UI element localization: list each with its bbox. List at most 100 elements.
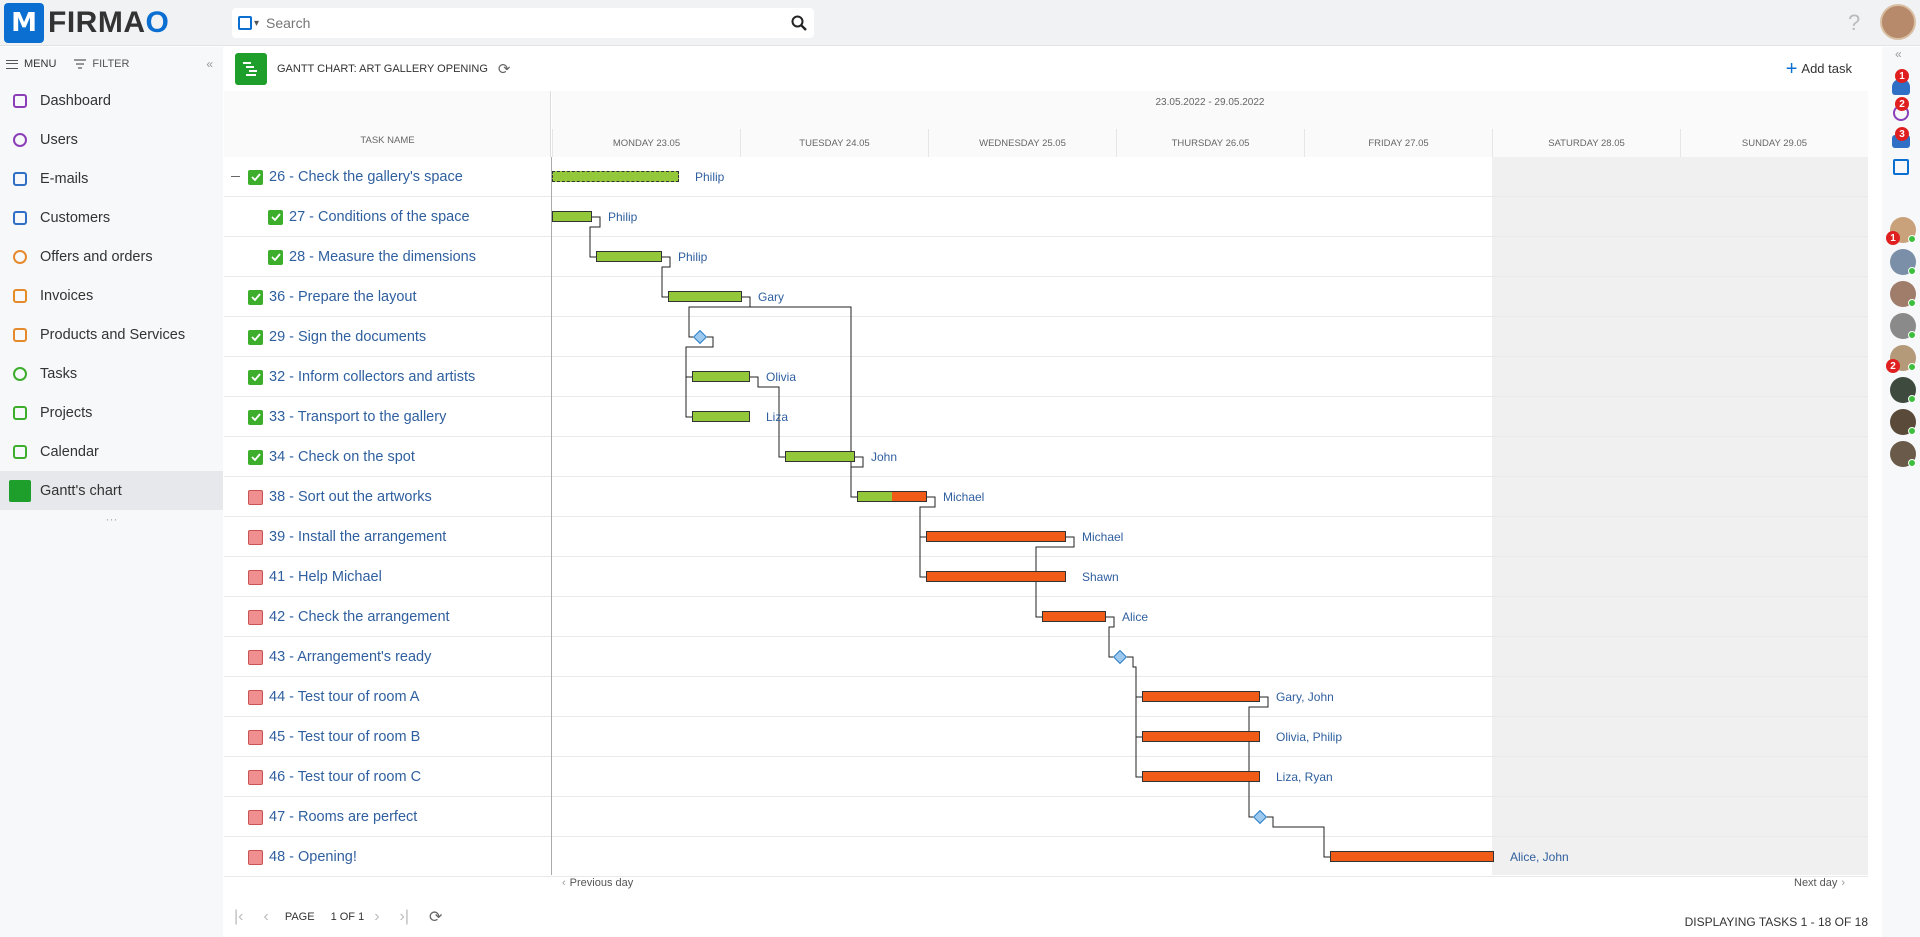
open-checkbox[interactable] [248, 689, 263, 705]
open-checkbox[interactable] [248, 729, 263, 745]
search-scope-select[interactable]: ▾ [238, 13, 266, 33]
task-bar[interactable] [1330, 851, 1494, 862]
sidebar-item-customers[interactable]: Customers [0, 198, 223, 237]
table-row[interactable]: 26 - Check the gallery's space [224, 157, 1868, 197]
table-row[interactable]: 33 - Transport to the gallery [224, 397, 1868, 437]
done-checkbox[interactable] [248, 369, 263, 385]
table-row[interactable]: 48 - Opening! [224, 837, 1868, 877]
task-name[interactable]: 45 - Test tour of room B [248, 717, 420, 757]
task-name[interactable]: 41 - Help Michael [248, 557, 382, 597]
open-checkbox[interactable] [248, 609, 263, 625]
task-bar[interactable] [926, 571, 1066, 582]
table-row[interactable]: 32 - Inform collectors and artists [224, 357, 1868, 397]
open-checkbox[interactable] [248, 849, 263, 865]
table-row[interactable]: 28 - Measure the dimensions [224, 237, 1868, 277]
task-name[interactable]: 34 - Check on the spot [248, 437, 415, 477]
task-bar[interactable] [552, 211, 592, 222]
milestone-marker[interactable] [1252, 809, 1268, 825]
task-name[interactable]: 38 - Sort out the artworks [248, 477, 432, 517]
open-checkbox[interactable] [248, 649, 263, 665]
task-bar[interactable] [692, 411, 750, 422]
table-row[interactable]: 39 - Install the arrangement [224, 517, 1868, 557]
sidebar-item-calendar[interactable]: Calendar [0, 432, 223, 471]
open-checkbox[interactable] [248, 809, 263, 825]
contacts-icon[interactable] [1893, 159, 1909, 175]
task-bar[interactable] [1142, 691, 1260, 702]
sidebar-item-gantt-s-chart[interactable]: Gantt's chart [0, 471, 223, 510]
prev-page-icon[interactable]: ‹ [263, 908, 269, 925]
task-name[interactable]: 32 - Inform collectors and artists [248, 357, 475, 397]
table-row[interactable]: 41 - Help Michael [224, 557, 1868, 597]
search-icon[interactable] [784, 8, 814, 38]
task-name[interactable]: 39 - Install the arrangement [248, 517, 446, 557]
done-checkbox[interactable] [268, 249, 283, 265]
task-name[interactable]: 27 - Conditions of the space [268, 197, 470, 237]
table-row[interactable]: 27 - Conditions of the space [224, 197, 1868, 237]
task-name[interactable]: 47 - Rooms are perfect [248, 797, 417, 837]
table-row[interactable]: 44 - Test tour of room A [224, 677, 1868, 717]
table-row[interactable]: 38 - Sort out the artworks [224, 477, 1868, 517]
table-row[interactable]: 34 - Check on the spot [224, 437, 1868, 477]
task-name[interactable]: 33 - Transport to the gallery [248, 397, 446, 437]
table-row[interactable]: 45 - Test tour of room B [224, 717, 1868, 757]
task-bar[interactable] [668, 291, 742, 302]
next-day-button[interactable]: Next day › [1794, 877, 1846, 889]
task-name[interactable]: 28 - Measure the dimensions [268, 237, 476, 277]
done-checkbox[interactable] [248, 449, 263, 465]
last-page-icon[interactable]: ›| [399, 908, 410, 925]
user-avatar[interactable] [1880, 4, 1916, 40]
add-task-button[interactable]: + Add task [1785, 57, 1852, 80]
task-bar[interactable] [785, 451, 855, 462]
task-name[interactable]: 43 - Arrangement's ready [248, 637, 431, 677]
reload-icon[interactable]: ⟳ [429, 909, 443, 926]
open-checkbox[interactable] [248, 529, 263, 545]
firmao-logo[interactable]: M FIRMAO [4, 2, 169, 44]
table-row[interactable]: 46 - Test tour of room C [224, 757, 1868, 797]
table-row[interactable]: 43 - Arrangement's ready [224, 637, 1868, 677]
task-name[interactable]: 46 - Test tour of room C [248, 757, 421, 797]
task-bar[interactable] [926, 531, 1066, 542]
task-bar[interactable] [1142, 771, 1260, 782]
task-name[interactable]: 42 - Check the arrangement [248, 597, 450, 637]
next-page-icon[interactable]: › [374, 908, 380, 925]
previous-day-button[interactable]: ‹ Previous day [562, 877, 634, 889]
sidebar-item-tasks[interactable]: Tasks [0, 354, 223, 393]
first-page-icon[interactable]: |‹ [234, 908, 244, 925]
done-checkbox[interactable] [248, 169, 263, 185]
sidebar-item-users[interactable]: Users [0, 120, 223, 159]
help-icon[interactable]: ? [1848, 10, 1861, 35]
open-checkbox[interactable] [248, 769, 263, 785]
task-bar[interactable] [1142, 731, 1260, 742]
sidebar-item-products-and-services[interactable]: Products and Services [0, 315, 223, 354]
menu-toggle[interactable]: MENU [6, 58, 56, 70]
sidebar-item-projects[interactable]: Projects [0, 393, 223, 432]
milestone-marker[interactable] [692, 329, 708, 345]
table-row[interactable]: 47 - Rooms are perfect [224, 797, 1868, 837]
collapse-sidebar-icon[interactable]: « [206, 57, 213, 71]
task-name[interactable]: 48 - Opening! [248, 837, 357, 877]
task-name[interactable]: 44 - Test tour of room A [248, 677, 419, 717]
filter-toggle[interactable]: FILTER [74, 58, 129, 70]
refresh-icon[interactable]: ⟳ [497, 61, 511, 78]
table-row[interactable]: 29 - Sign the documents [224, 317, 1868, 357]
done-checkbox[interactable] [248, 409, 263, 425]
expand-rightbar-icon[interactable]: « [1895, 47, 1902, 61]
grid-splitter[interactable] [551, 157, 552, 875]
done-checkbox[interactable] [248, 329, 263, 345]
bell-icon[interactable] [1892, 79, 1910, 95]
task-bar[interactable] [552, 171, 679, 182]
sidebar-item-offers-and-orders[interactable]: Offers and orders [0, 237, 223, 276]
open-checkbox[interactable] [248, 569, 263, 585]
task-name[interactable]: 36 - Prepare the layout [248, 277, 417, 317]
task-bar[interactable] [1042, 611, 1106, 622]
done-checkbox[interactable] [268, 209, 283, 225]
done-checkbox[interactable] [248, 289, 263, 305]
sidebar-item-invoices[interactable]: Invoices [0, 276, 223, 315]
task-name[interactable]: 29 - Sign the documents [248, 317, 426, 357]
table-row[interactable]: 36 - Prepare the layout [224, 277, 1868, 317]
more-items-handle[interactable]: ··· [105, 512, 118, 526]
sidebar-item-dashboard[interactable]: Dashboard [0, 81, 223, 120]
search-input[interactable] [266, 15, 784, 31]
table-row[interactable]: 42 - Check the arrangement [224, 597, 1868, 637]
collapse-icon[interactable] [231, 176, 240, 177]
